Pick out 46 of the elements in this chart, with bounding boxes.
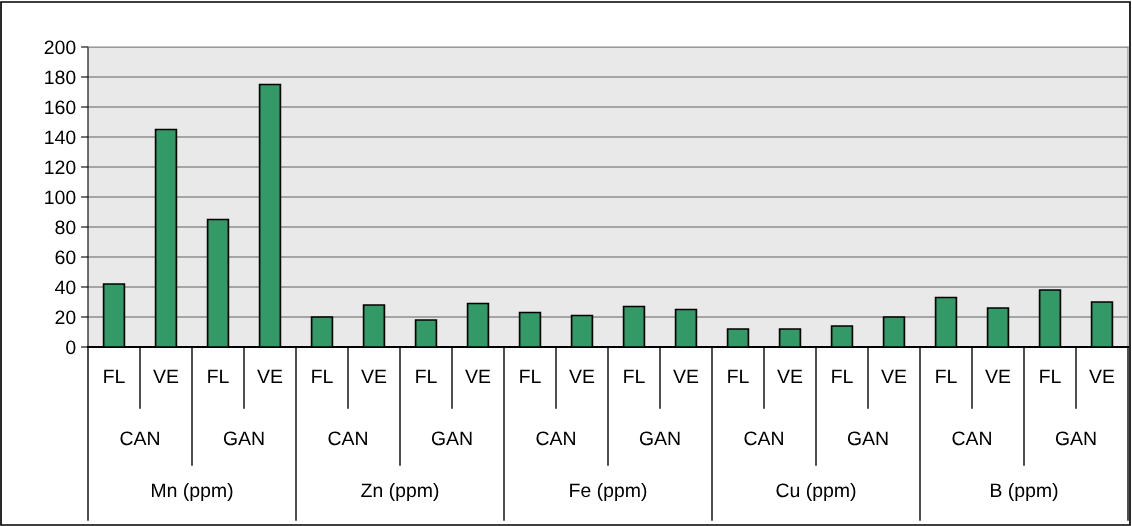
x-tick-label: VE bbox=[673, 369, 699, 384]
x-tick-label: FL bbox=[520, 369, 541, 384]
y-tick-label: 140 bbox=[45, 130, 76, 145]
text: Mn (ppm) bbox=[152, 482, 233, 502]
y-tick-label: 20 bbox=[55, 310, 76, 325]
text: GAN bbox=[223, 431, 264, 446]
x-tick-label: FL bbox=[208, 369, 229, 384]
x-tick-label: VE bbox=[1089, 369, 1115, 384]
x-tick-label: FL bbox=[416, 369, 437, 384]
x-tick-label: FL bbox=[624, 369, 645, 384]
text: CAN bbox=[120, 431, 159, 446]
x-tick-label: VE bbox=[361, 369, 387, 384]
x-tick-label: VE bbox=[881, 369, 907, 384]
x-tick-label: FL bbox=[312, 369, 333, 384]
y-tick-label: 80 bbox=[55, 220, 76, 235]
text: CAN bbox=[744, 431, 783, 446]
text: Cu (ppm) bbox=[776, 482, 856, 502]
x-tick-label: FL bbox=[936, 369, 957, 384]
y-tick-label: 0 bbox=[66, 340, 76, 355]
text: CAN bbox=[328, 431, 367, 446]
y-tick-label: 100 bbox=[45, 190, 76, 205]
y-tick-label: 60 bbox=[55, 250, 76, 265]
y-tick-label: 40 bbox=[55, 280, 76, 295]
text: GAN bbox=[1055, 431, 1096, 446]
x-tick-label: VE bbox=[777, 369, 803, 384]
y-tick-label: 120 bbox=[45, 160, 76, 175]
x-tick-label: FL bbox=[728, 369, 749, 384]
text: GAN bbox=[431, 431, 472, 446]
text: GAN bbox=[847, 431, 888, 446]
x-tick-label: VE bbox=[985, 369, 1011, 384]
text: GAN bbox=[639, 431, 680, 446]
x-tick-label: VE bbox=[465, 369, 491, 384]
x-tick-label: FL bbox=[832, 369, 853, 384]
y-tick-label: 200 bbox=[44, 40, 76, 55]
x-tick-label: VE bbox=[153, 369, 179, 384]
x-tick-label: VE bbox=[257, 369, 283, 384]
x-tick-label: FL bbox=[104, 369, 125, 384]
x-tick-label: VE bbox=[569, 369, 595, 384]
y-tick-label: 160 bbox=[45, 100, 76, 115]
text: CAN bbox=[536, 431, 575, 446]
x-tick-label: FL bbox=[1040, 369, 1061, 384]
text: CAN bbox=[952, 431, 991, 446]
text: B (ppm) bbox=[991, 482, 1058, 502]
y-tick-label: 180 bbox=[45, 70, 76, 85]
text: Fe (ppm) bbox=[570, 482, 647, 502]
text: Zn (ppm) bbox=[361, 482, 439, 502]
